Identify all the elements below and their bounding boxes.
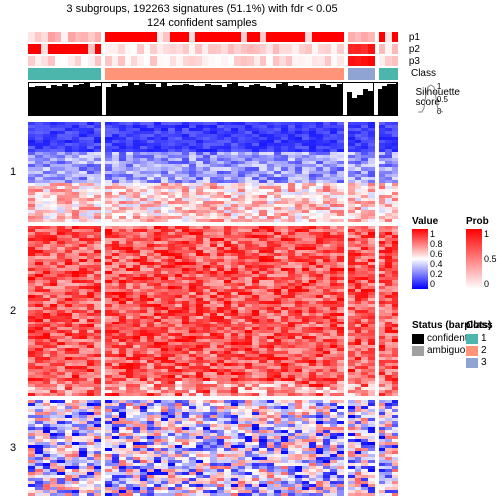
p3-label: p3 — [409, 56, 420, 67]
class-track — [28, 68, 398, 80]
row-label-3: 3 — [10, 442, 16, 454]
row-label-1: 1 — [10, 166, 16, 178]
p2-track — [28, 44, 398, 54]
title-line2: 124 confident samples — [0, 17, 404, 29]
p2-label: p2 — [409, 44, 420, 55]
silhouette-track — [28, 82, 398, 116]
plot-area: p1 p2 p3 Class Silhouette score 10.50 1 … — [28, 32, 398, 500]
legend-class: Class 123 — [466, 320, 493, 369]
p1-label: p1 — [409, 32, 420, 43]
legend-value: Value 10.80.60.40.20 — [412, 216, 438, 291]
title-line1: 3 subgroups, 192263 signatures (51.1%) w… — [0, 3, 404, 15]
row-label-2: 2 — [10, 305, 16, 317]
p3-track — [28, 56, 398, 66]
sil-curve — [418, 84, 443, 114]
class-label: Class — [411, 68, 436, 79]
p1-track — [28, 32, 398, 42]
legend-prob: Prob 10.50 — [466, 216, 489, 291]
